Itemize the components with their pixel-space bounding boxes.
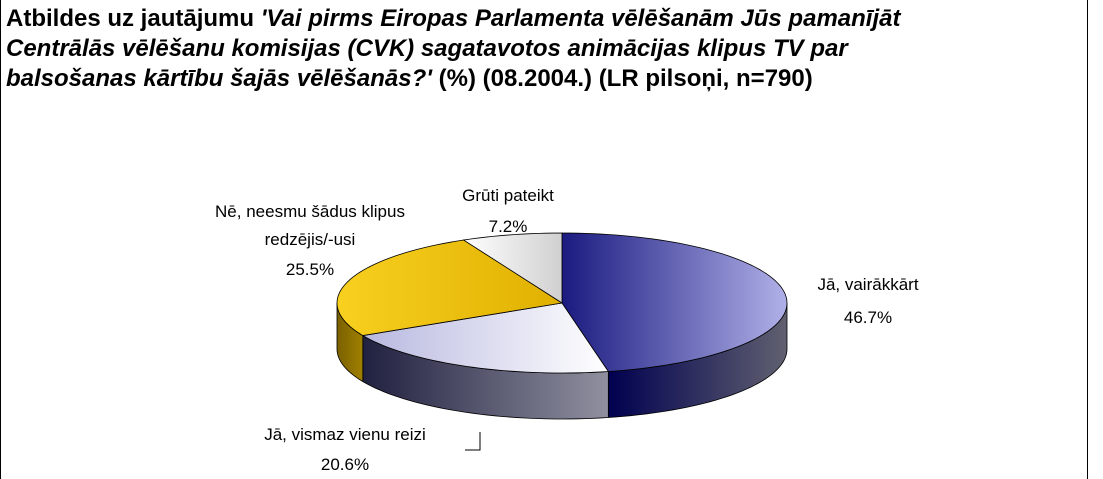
category-label: Jā, vismaz vienu reizi xyxy=(264,425,426,444)
category-label: Jā, vairākkārt xyxy=(817,275,919,294)
pie-slice xyxy=(361,302,610,374)
title-suffix: (%) (08.2004.) (LR pilsoņi, n=790) xyxy=(438,65,813,92)
pie-slice xyxy=(462,232,563,304)
value-label: 7.2% xyxy=(488,217,528,236)
pie-slice xyxy=(336,239,564,336)
leader-line xyxy=(465,432,481,451)
category-label: Grūti pateikt xyxy=(462,186,554,205)
category-label: Nē, neesmu šādus klipus redzējis/-usi xyxy=(215,202,405,249)
value-label: 25.5% xyxy=(285,260,335,279)
title-question: 'Vai pirms Eiropas Parlamenta vēlēšanām … xyxy=(6,5,901,92)
pie-slice xyxy=(561,232,788,372)
value-label: 46.7% xyxy=(843,308,893,327)
title-prefix: Atbildes uz jautājumu xyxy=(6,5,255,32)
value-label: 20.6% xyxy=(320,455,370,474)
chart-title: Atbildes uz jautājumu 'Vai pirms Eiropas… xyxy=(6,4,906,94)
